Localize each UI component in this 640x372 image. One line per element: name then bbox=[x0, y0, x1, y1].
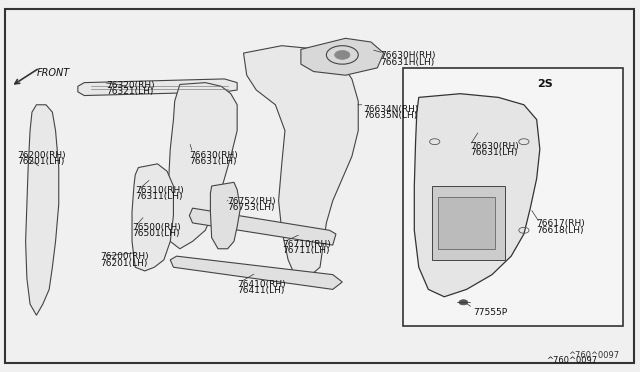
Text: 76311(LH): 76311(LH) bbox=[135, 192, 182, 201]
Text: 76500(RH): 76500(RH) bbox=[132, 223, 180, 232]
Polygon shape bbox=[167, 83, 237, 249]
Text: 76631H(LH): 76631H(LH) bbox=[381, 58, 435, 67]
Text: 76310(RH): 76310(RH) bbox=[135, 186, 184, 195]
Text: 76618(LH): 76618(LH) bbox=[537, 225, 584, 234]
Text: 76617(RH): 76617(RH) bbox=[537, 219, 586, 228]
Text: 76753(LH): 76753(LH) bbox=[228, 203, 275, 212]
Text: 76200(RH): 76200(RH) bbox=[100, 253, 148, 262]
Text: 76630(RH): 76630(RH) bbox=[470, 142, 518, 151]
Polygon shape bbox=[301, 38, 384, 75]
Bar bbox=[431, 186, 505, 260]
Text: 76634N(RH): 76634N(RH) bbox=[364, 105, 419, 114]
Polygon shape bbox=[211, 182, 241, 249]
Polygon shape bbox=[414, 94, 540, 297]
Text: 77555P: 77555P bbox=[473, 308, 507, 317]
Text: 76320(RH): 76320(RH) bbox=[106, 81, 155, 90]
Text: 2S: 2S bbox=[537, 79, 552, 89]
Text: 76411(LH): 76411(LH) bbox=[237, 286, 285, 295]
Polygon shape bbox=[244, 46, 358, 278]
Text: 76631(LH): 76631(LH) bbox=[470, 148, 517, 157]
Text: 76200(RH): 76200(RH) bbox=[17, 151, 66, 160]
Bar bbox=[438, 197, 495, 249]
Polygon shape bbox=[26, 105, 59, 315]
Text: 76711(LH): 76711(LH) bbox=[282, 246, 329, 255]
Text: ^760^0097: ^760^0097 bbox=[546, 356, 597, 365]
Polygon shape bbox=[132, 164, 173, 271]
Text: 76501(LH): 76501(LH) bbox=[132, 229, 179, 238]
Text: 76410(RH): 76410(RH) bbox=[237, 280, 286, 289]
Text: 76630H(RH): 76630H(RH) bbox=[381, 51, 436, 60]
Bar bbox=[403, 68, 623, 326]
Polygon shape bbox=[189, 208, 336, 245]
Text: 76635N(LH): 76635N(LH) bbox=[364, 111, 417, 120]
Text: 76201(LH): 76201(LH) bbox=[17, 157, 65, 166]
Text: 76752(RH): 76752(RH) bbox=[228, 197, 276, 206]
Text: FRONT: FRONT bbox=[36, 68, 70, 78]
Polygon shape bbox=[170, 256, 342, 289]
Circle shape bbox=[459, 300, 468, 305]
Circle shape bbox=[335, 51, 350, 60]
Text: 76630(RH): 76630(RH) bbox=[189, 151, 238, 160]
Polygon shape bbox=[78, 79, 237, 96]
Text: 76321(LH): 76321(LH) bbox=[106, 87, 154, 96]
Text: ^760^0097: ^760^0097 bbox=[568, 350, 620, 359]
Text: 76631(LH): 76631(LH) bbox=[189, 157, 237, 166]
Text: 76710(RH): 76710(RH) bbox=[282, 240, 330, 248]
Text: 76201(LH): 76201(LH) bbox=[100, 259, 148, 268]
